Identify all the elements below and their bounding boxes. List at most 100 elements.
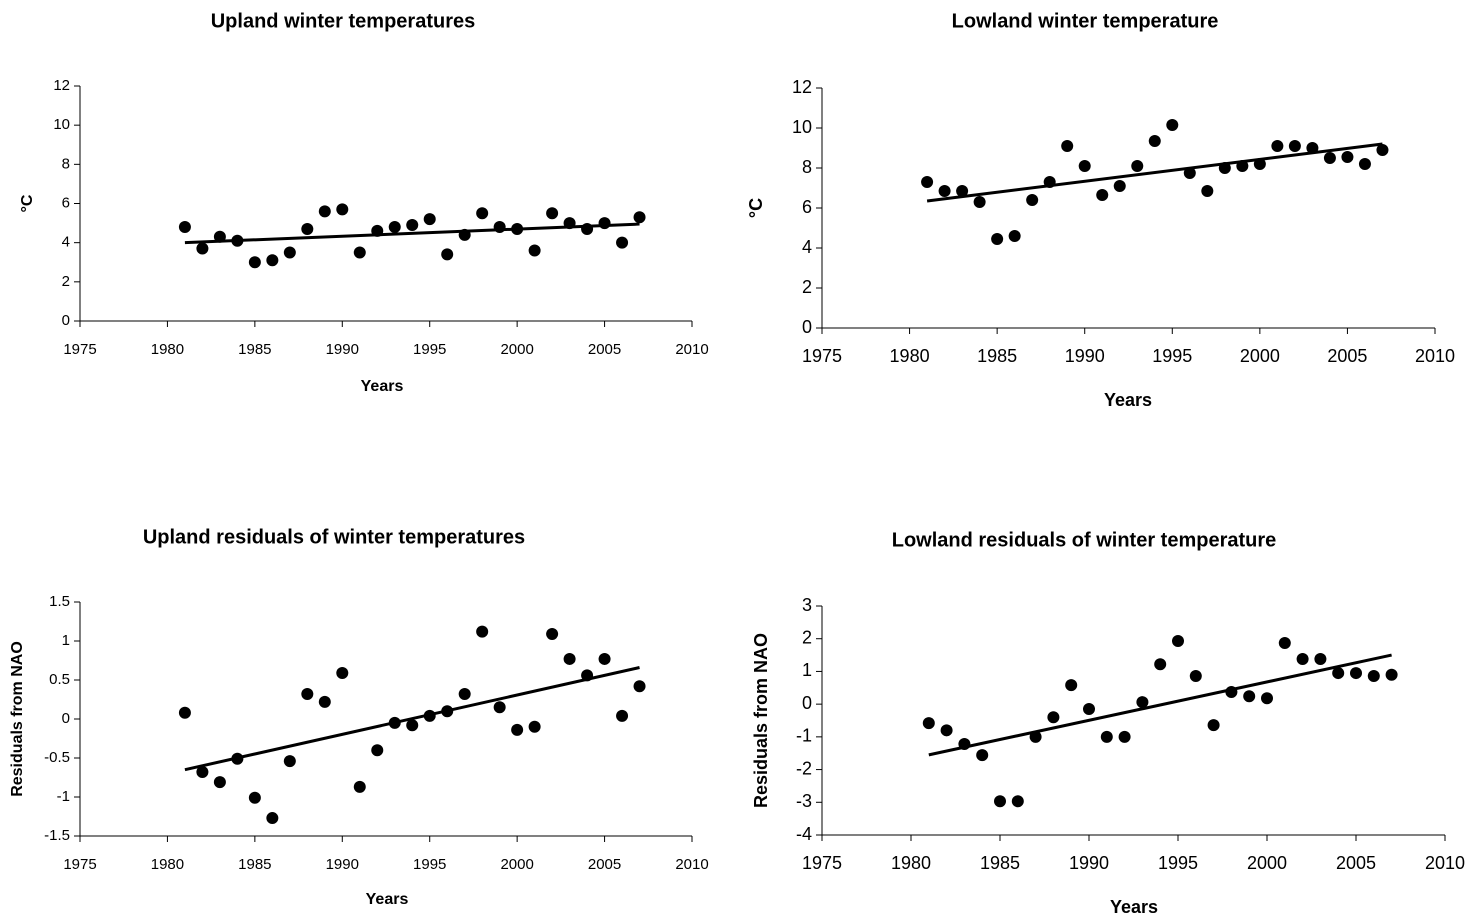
point <box>563 652 576 665</box>
point <box>973 196 986 208</box>
y-tick-label: 6 <box>802 197 812 217</box>
x-axis-label: Years <box>361 378 404 395</box>
point <box>423 709 436 722</box>
point <box>976 749 989 762</box>
point <box>511 723 524 736</box>
point <box>1148 135 1161 147</box>
point <box>1183 167 1196 179</box>
x-tick-label: 2000 <box>1247 853 1287 873</box>
y-tick-label: 8 <box>802 157 812 177</box>
y-tick-label: -1 <box>57 788 70 805</box>
point <box>388 716 401 729</box>
point <box>266 812 279 825</box>
x-tick-label: 1990 <box>1069 853 1109 873</box>
point <box>1261 692 1273 705</box>
y-tick-label: 4 <box>62 234 70 251</box>
x-tick-label: 1985 <box>238 341 271 358</box>
point <box>1207 719 1220 732</box>
point <box>353 246 366 259</box>
point <box>581 222 594 235</box>
y-tick-label: 1 <box>802 660 812 680</box>
point <box>546 207 559 220</box>
point <box>231 752 244 765</box>
point <box>476 625 489 638</box>
point <box>511 222 524 235</box>
point <box>633 680 646 693</box>
point <box>958 738 971 751</box>
point <box>1225 686 1238 699</box>
point <box>1096 189 1109 201</box>
x-tick-label: 2005 <box>1336 853 1376 873</box>
point <box>1288 140 1301 152</box>
point <box>563 217 576 230</box>
point <box>336 666 349 679</box>
point <box>1332 667 1345 680</box>
point <box>938 185 951 197</box>
x-tick-label: 1980 <box>151 856 184 873</box>
point <box>1278 636 1291 649</box>
y-tick-label: 1.5 <box>49 593 70 610</box>
x-tick-label: 1995 <box>413 341 446 358</box>
y-tick-label: 0.5 <box>49 671 70 688</box>
point <box>598 217 611 230</box>
x-tick-label: 2010 <box>675 856 708 873</box>
point <box>196 242 209 255</box>
point <box>616 236 629 249</box>
y-tick-label: 2 <box>802 277 812 297</box>
point <box>1008 230 1021 242</box>
y-axis-label: Residuals from NAO <box>751 633 771 808</box>
point <box>1218 162 1231 174</box>
point <box>633 211 646 224</box>
x-tick-label: 2005 <box>1327 346 1367 366</box>
point <box>196 766 209 779</box>
point <box>353 780 366 793</box>
x-tick-label: 2000 <box>500 341 533 358</box>
point <box>528 720 541 733</box>
point <box>1271 140 1284 152</box>
point <box>1189 670 1202 683</box>
point <box>213 230 226 243</box>
point <box>581 669 594 682</box>
y-tick-label: 4 <box>802 237 812 257</box>
point <box>921 176 934 188</box>
x-tick-label: 2010 <box>1415 346 1455 366</box>
point <box>1296 652 1309 665</box>
point <box>1061 140 1074 152</box>
point <box>178 706 191 719</box>
x-tick-label: 2005 <box>588 856 621 873</box>
x-tick-label: 1975 <box>63 341 96 358</box>
point <box>1154 658 1167 671</box>
point <box>1385 668 1398 681</box>
point <box>213 776 226 789</box>
point <box>1065 679 1078 692</box>
y-tick-label: 10 <box>53 116 70 133</box>
chart-title: Upland residuals of winter temperatures <box>143 526 525 548</box>
point <box>458 688 471 701</box>
point <box>991 233 1004 245</box>
point <box>1100 730 1113 743</box>
x-axis-label: Years <box>1110 897 1158 917</box>
point <box>1131 160 1144 172</box>
point <box>922 717 935 730</box>
point <box>1113 180 1126 192</box>
point <box>1043 176 1056 188</box>
point <box>1136 696 1149 709</box>
y-tick-label: 3 <box>802 595 812 615</box>
y-tick-label: 2 <box>62 273 70 290</box>
x-tick-label: 1990 <box>1065 346 1105 366</box>
trend-line <box>184 666 640 772</box>
point <box>336 203 349 216</box>
x-tick-label: 1980 <box>890 346 930 366</box>
point <box>406 719 419 732</box>
chart-title: Lowland winter temperature <box>952 10 1219 32</box>
x-tick-label: 2010 <box>675 341 708 358</box>
point <box>1029 730 1042 743</box>
point <box>318 205 331 218</box>
point <box>1172 635 1184 648</box>
point <box>493 701 506 714</box>
point <box>1236 160 1249 172</box>
y-tick-label: 12 <box>53 77 70 94</box>
x-tick-label: 1975 <box>802 853 842 873</box>
x-tick-label: 1985 <box>980 853 1020 873</box>
y-tick-label: 0 <box>62 312 70 329</box>
